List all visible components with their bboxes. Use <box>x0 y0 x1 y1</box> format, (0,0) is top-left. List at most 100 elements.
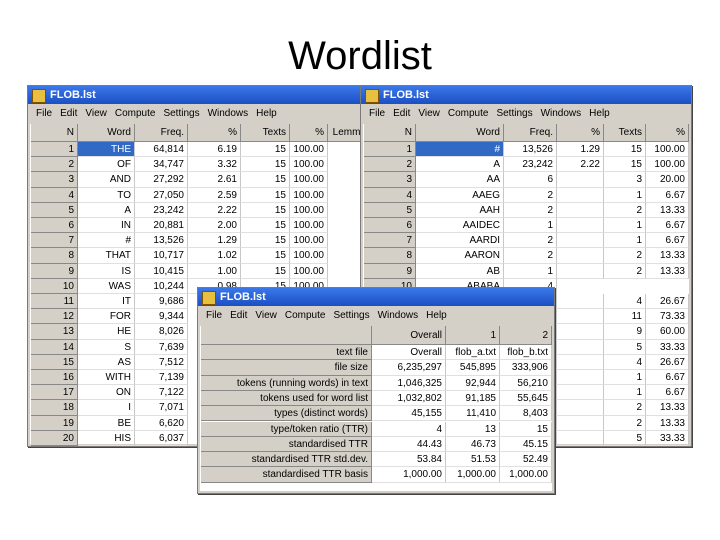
column-header[interactable]: Word <box>78 124 135 142</box>
menu-item[interactable]: File <box>36 108 53 119</box>
cell: 1,000.00 <box>500 467 552 483</box>
cell: 1.00 <box>188 263 241 279</box>
menu-item[interactable]: Compute <box>447 108 489 119</box>
cell: 13.33 <box>646 400 689 416</box>
cell: 9,686 <box>135 294 188 310</box>
cell: 5 <box>604 430 646 446</box>
column-header[interactable]: Freq. <box>504 124 557 142</box>
cell: 1,000.00 <box>446 467 500 483</box>
cell: 1.29 <box>188 233 241 249</box>
row-header: 7 <box>364 233 416 249</box>
window[interactable]: FLOB.lst File Edit View Compute Settings Windo… <box>27 85 364 447</box>
cell: WITH <box>78 370 135 386</box>
menu-item[interactable]: Windows <box>377 310 419 321</box>
cell <box>557 415 604 431</box>
menu-item[interactable]: Help <box>426 310 447 321</box>
column-header[interactable]: % <box>188 124 241 142</box>
cell: 51.53 <box>446 452 500 468</box>
cell <box>557 172 604 188</box>
cell: Overall <box>372 345 446 361</box>
column-header[interactable]: N <box>31 124 78 142</box>
cell: 8,026 <box>135 324 188 340</box>
column-header[interactable]: Freq. <box>135 124 188 142</box>
cell: 1 <box>604 187 646 203</box>
cell: 7,071 <box>135 400 188 416</box>
cell: 2 <box>504 187 557 203</box>
cell: 2 <box>504 202 557 218</box>
cell: S <box>78 339 135 355</box>
column-header[interactable]: Lemmas <box>328 124 363 142</box>
row-header: 8 <box>31 248 78 264</box>
column-header[interactable] <box>201 326 372 345</box>
column-header[interactable]: N <box>364 124 416 142</box>
cell: 8,403 <box>500 406 552 422</box>
cell: AA <box>416 172 504 188</box>
cell: 13.33 <box>646 263 689 279</box>
cell: 1 <box>604 385 646 401</box>
window[interactable]: FLOB.lst File Edit View Compute Settings Windo… <box>197 287 555 494</box>
column-header[interactable]: % <box>557 124 604 142</box>
menu-item[interactable]: Edit <box>230 310 248 321</box>
menu-item[interactable]: Edit <box>393 108 411 119</box>
cell: 15 <box>604 142 646 158</box>
cell: 100.00 <box>290 157 328 173</box>
menu-item[interactable]: Compute <box>284 310 326 321</box>
cell: 2 <box>504 233 557 249</box>
cell: A <box>416 157 504 173</box>
cell: 3.32 <box>188 157 241 173</box>
column-header[interactable]: % <box>646 124 689 142</box>
cell: 2.22 <box>557 157 604 173</box>
row-header: 6 <box>31 218 78 234</box>
cell <box>557 385 604 401</box>
column-header[interactable]: Overall <box>372 326 446 345</box>
cell: 73.33 <box>646 309 689 325</box>
menu-item[interactable]: View <box>255 310 277 321</box>
menu-item[interactable]: File <box>206 310 223 321</box>
cell: 53.84 <box>372 452 446 468</box>
row-header: tokens (running words) in text <box>201 375 372 391</box>
cell: WAS <box>78 278 135 294</box>
title-bar[interactable]: FLOB.lst <box>28 86 363 104</box>
title-bar[interactable]: FLOB.lst <box>198 288 554 306</box>
cell: 1 <box>604 233 646 249</box>
cell: 2 <box>604 400 646 416</box>
column-header[interactable]: Word <box>416 124 504 142</box>
cell: 13,526 <box>504 142 557 158</box>
cell: 26.67 <box>646 294 689 310</box>
cell: 33.33 <box>646 339 689 355</box>
cell: 15 <box>241 218 290 234</box>
cell: AB <box>416 263 504 279</box>
menu-item[interactable]: Settings <box>496 108 533 119</box>
column-header[interactable]: Texts <box>241 124 290 142</box>
cell: 6.67 <box>646 370 689 386</box>
app-icon <box>365 89 379 103</box>
cell <box>557 370 604 386</box>
cell: 13.33 <box>646 202 689 218</box>
row-header: file size <box>201 360 372 376</box>
menu-item[interactable]: Edit <box>60 108 78 119</box>
menu-item[interactable]: View <box>418 108 440 119</box>
column-header[interactable]: Texts <box>604 124 646 142</box>
column-header[interactable]: 1 <box>446 326 500 345</box>
menu-item[interactable]: Help <box>589 108 610 119</box>
column-header[interactable]: 2 <box>500 326 552 345</box>
row-header: 4 <box>364 187 416 203</box>
cell: 33.33 <box>646 430 689 446</box>
row-header: 4 <box>31 187 78 203</box>
column-header[interactable]: % <box>290 124 328 142</box>
menu-item[interactable]: Windows <box>540 108 582 119</box>
menu-item[interactable]: View <box>85 108 107 119</box>
title-bar[interactable]: FLOB.lst <box>361 86 691 104</box>
cell: 1 <box>504 263 557 279</box>
cell: 4 <box>604 294 646 310</box>
cell: 100.00 <box>646 157 689 173</box>
menu-item[interactable]: Compute <box>114 108 156 119</box>
row-header: 12 <box>31 309 78 325</box>
cell: 6,037 <box>135 430 188 446</box>
menu-item[interactable]: Help <box>256 108 277 119</box>
menu-item[interactable]: Windows <box>207 108 249 119</box>
menu-item[interactable]: Settings <box>333 310 370 321</box>
menu-item[interactable]: File <box>369 108 386 119</box>
menu-item[interactable]: Settings <box>163 108 200 119</box>
cell: 27,050 <box>135 187 188 203</box>
